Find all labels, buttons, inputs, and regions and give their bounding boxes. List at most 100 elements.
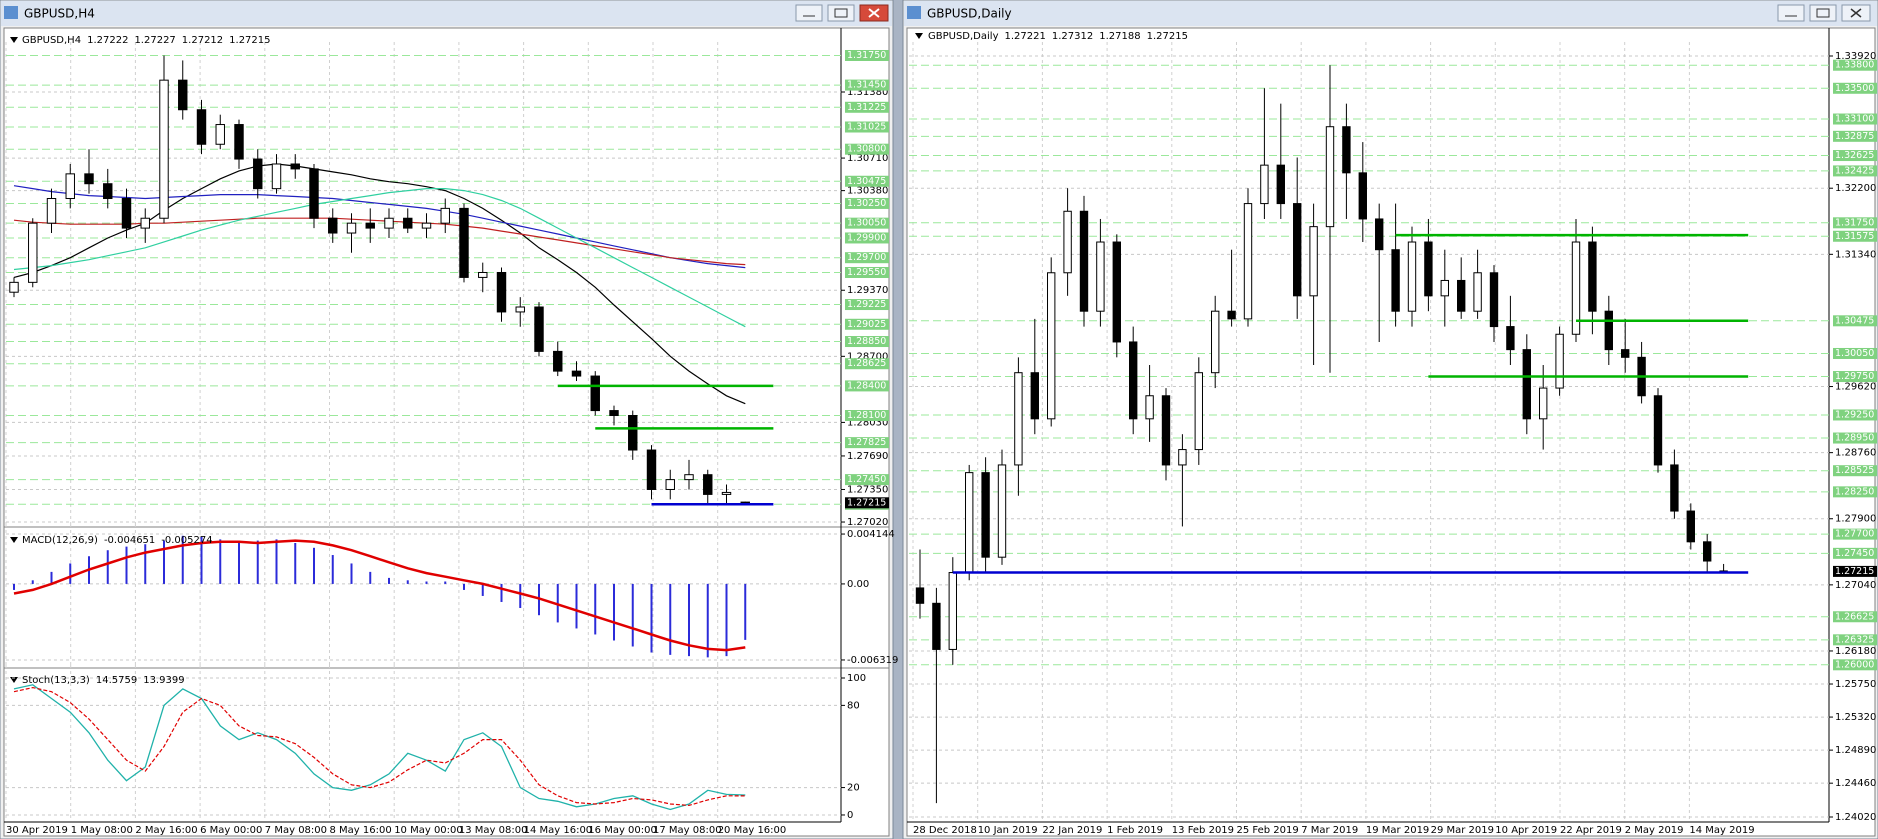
candle-body xyxy=(159,79,169,219)
level-label-box xyxy=(845,79,889,91)
y-tick-label: 1.30380 xyxy=(847,186,888,197)
level-label: 1.33500 xyxy=(1835,83,1874,94)
level-label: 1.31750 xyxy=(847,50,886,61)
candle-body xyxy=(46,198,57,224)
candle-body xyxy=(1670,464,1679,512)
indicator-header: 13.9399 xyxy=(143,675,184,686)
menu-arrow[interactable] xyxy=(10,37,18,43)
y-tick-label: 1.27350 xyxy=(847,484,888,495)
x-tick-label: 13 Feb 2019 xyxy=(1172,825,1234,836)
level-label: 1.33100 xyxy=(1835,114,1874,125)
candle-body xyxy=(948,572,957,650)
icon xyxy=(868,8,880,18)
macd-signal xyxy=(13,539,746,652)
level-label: 1.28950 xyxy=(1835,433,1874,444)
chart-area xyxy=(906,27,1876,837)
y-tick-label: 1.24460 xyxy=(1835,778,1876,789)
chart-header: 1.27215 xyxy=(229,35,270,46)
x-tick-label: 7 May 08:00 xyxy=(265,825,327,836)
window-buttons[interactable] xyxy=(795,4,889,22)
candle-body xyxy=(628,415,638,451)
moving-average xyxy=(13,188,746,328)
menu-arrow[interactable] xyxy=(10,677,18,683)
x-tick-label: 14 May 16:00 xyxy=(524,825,593,836)
stoch-main xyxy=(13,684,746,811)
candle-body xyxy=(571,370,582,377)
candle-body xyxy=(1358,172,1367,220)
level-label: 1.29900 xyxy=(847,232,886,243)
icon xyxy=(834,8,848,18)
level-label: 1.28625 xyxy=(847,358,886,369)
level-label-box xyxy=(1833,347,1877,359)
level-label: 1.30050 xyxy=(847,218,886,229)
level-label-box xyxy=(1833,409,1877,421)
candle-body xyxy=(215,124,225,145)
level-label-box xyxy=(845,143,889,155)
candle-body xyxy=(121,198,132,229)
current-price-box xyxy=(1833,565,1877,577)
maximize-button[interactable] xyxy=(827,4,855,22)
minimize-button[interactable] xyxy=(1777,4,1805,22)
level-label-box xyxy=(1833,611,1877,623)
minimize-button[interactable] xyxy=(795,4,823,22)
menu-arrow[interactable] xyxy=(915,33,923,39)
candle-body xyxy=(365,222,375,229)
level-label-box xyxy=(845,101,889,113)
x-tick-label: 20 May 16:00 xyxy=(718,825,787,836)
candle-body xyxy=(1227,310,1236,320)
x-tick-label: 6 May 00:00 xyxy=(200,825,262,836)
candle-body xyxy=(1293,203,1302,297)
x-tick-label: 1 Feb 2019 xyxy=(1107,825,1163,836)
level-label-box xyxy=(845,380,889,392)
level-label: 1.32875 xyxy=(1835,131,1874,142)
candle-body xyxy=(1473,272,1482,312)
candle-body xyxy=(1047,272,1056,420)
candle-body xyxy=(1489,272,1499,328)
candle-body xyxy=(1030,372,1039,420)
y-tick-label: 1.28700 xyxy=(847,351,888,362)
candle-body xyxy=(703,474,713,495)
x-tick-label: 22 Jan 2019 xyxy=(1042,825,1102,836)
chart-header: 1.27188 xyxy=(1099,31,1140,42)
current-price-box xyxy=(845,497,889,509)
x-tick-label: 25 Feb 2019 xyxy=(1237,825,1299,836)
level-label-box xyxy=(845,121,889,133)
level-label-box xyxy=(1833,217,1877,229)
candle-body xyxy=(459,207,469,278)
maximize-button[interactable] xyxy=(1809,4,1837,22)
candle-body xyxy=(253,158,263,190)
x-tick-label: 14 May 2019 xyxy=(1689,825,1754,836)
candle-body xyxy=(1309,226,1318,297)
candle-body xyxy=(1686,510,1695,543)
level-label: 1.28100 xyxy=(847,410,886,421)
level-label: 1.26625 xyxy=(1835,611,1874,622)
candle-body xyxy=(1653,395,1663,466)
level-label-box xyxy=(1833,315,1877,327)
title-bar xyxy=(1,1,892,26)
candle-body xyxy=(1096,241,1105,312)
level-label-box xyxy=(845,252,889,264)
candle-body xyxy=(1539,387,1548,420)
level-label-box xyxy=(1833,528,1877,540)
candle-body xyxy=(932,602,941,650)
x-tick-label: 2 May 2019 xyxy=(1625,825,1684,836)
candle-body xyxy=(309,168,319,219)
candle-body xyxy=(553,350,563,372)
candle-body xyxy=(590,375,600,412)
chart-header: 1.27212 xyxy=(182,35,223,46)
candle-body xyxy=(721,491,732,495)
y-tick-label: 1.24890 xyxy=(1835,745,1876,756)
candle-body xyxy=(1178,449,1187,466)
candle-body xyxy=(534,306,544,352)
level-label: 1.33800 xyxy=(1835,60,1874,71)
x-tick-label: 28 Dec 2018 xyxy=(913,825,977,836)
level-label-box xyxy=(845,266,889,278)
window-buttons[interactable] xyxy=(1777,4,1871,22)
menu-arrow[interactable] xyxy=(10,537,18,543)
candle-body xyxy=(1506,326,1515,351)
level-label-box xyxy=(1833,59,1877,71)
candle-body xyxy=(1522,349,1531,420)
candle-body xyxy=(646,449,657,490)
moving-average xyxy=(13,217,746,266)
